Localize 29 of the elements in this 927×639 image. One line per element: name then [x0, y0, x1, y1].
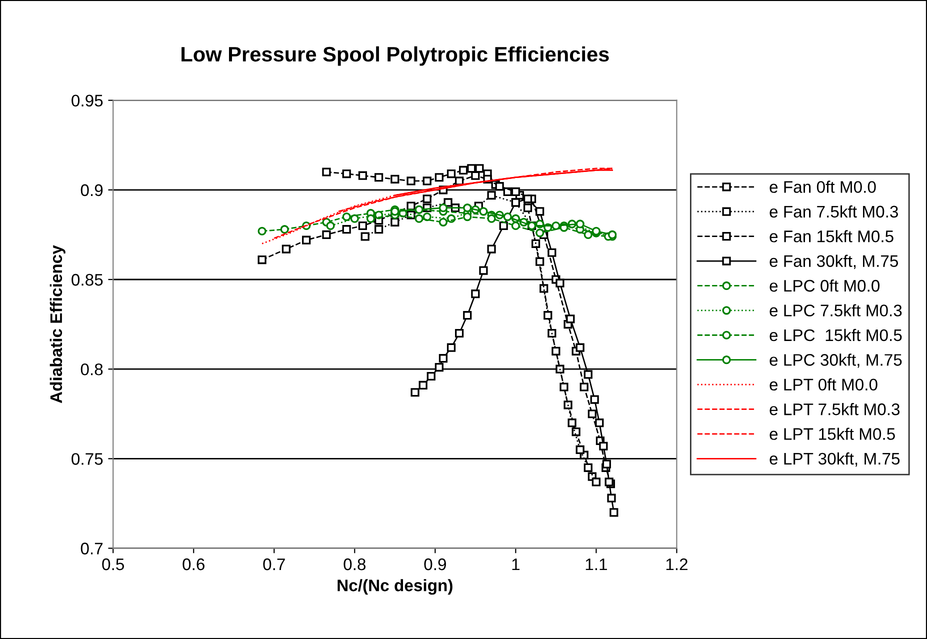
x-tick-label: 0.5	[102, 558, 124, 570]
legend-label: e LPT 15kft M0.5	[770, 428, 895, 440]
legend-label: e LPT 7.5kft M0.3	[770, 402, 900, 416]
legend-label: e Fan 7.5kft M0.3	[770, 205, 898, 218]
legend-label: e LPC 30kft, M.75	[770, 354, 902, 368]
y-tick-label: 0.9	[80, 184, 103, 196]
y-axis-title: Adiabatic Efficiency	[50, 245, 66, 404]
y-tick-label: 0.95	[72, 94, 103, 107]
legend-label: e LPC 0ft M0.0	[770, 279, 880, 292]
x-tick-label: 0.7	[263, 558, 285, 570]
x-tick-label: 0.8	[344, 558, 366, 570]
x-tick-label: 1.1	[586, 558, 607, 570]
legend-label: e LPT 0ft M0.0	[770, 378, 878, 391]
legend-label: e LPC 7.5kft M0.3	[770, 304, 902, 316]
x-axis-title: Nc/(Nc design)	[338, 579, 452, 595]
y-tick-label: 0.7	[80, 542, 103, 554]
legend-label: e Fan 30kft, M.75	[770, 254, 898, 269]
legend-label: e LPT 30kft, M.75	[770, 452, 900, 467]
x-tick-label: 1	[512, 558, 520, 570]
legend-label: e Fan 15kft M0.5	[770, 230, 894, 242]
legend-label: e Fan 0ft M0.0	[770, 180, 876, 193]
x-tick-label: 0.6	[182, 558, 204, 570]
y-tick-label: 0.75	[72, 453, 103, 465]
x-tick-label: 0.9	[424, 558, 446, 570]
y-tick-label: 0.85	[72, 274, 103, 286]
legend-label: e LPC 15kft M0.5	[770, 328, 902, 342]
x-tick-label: 1.2	[666, 558, 688, 570]
y-tick-label: 0.8	[80, 363, 103, 376]
chart-title: Low Pressure Spool Polytropic Efficiencies	[182, 46, 609, 66]
